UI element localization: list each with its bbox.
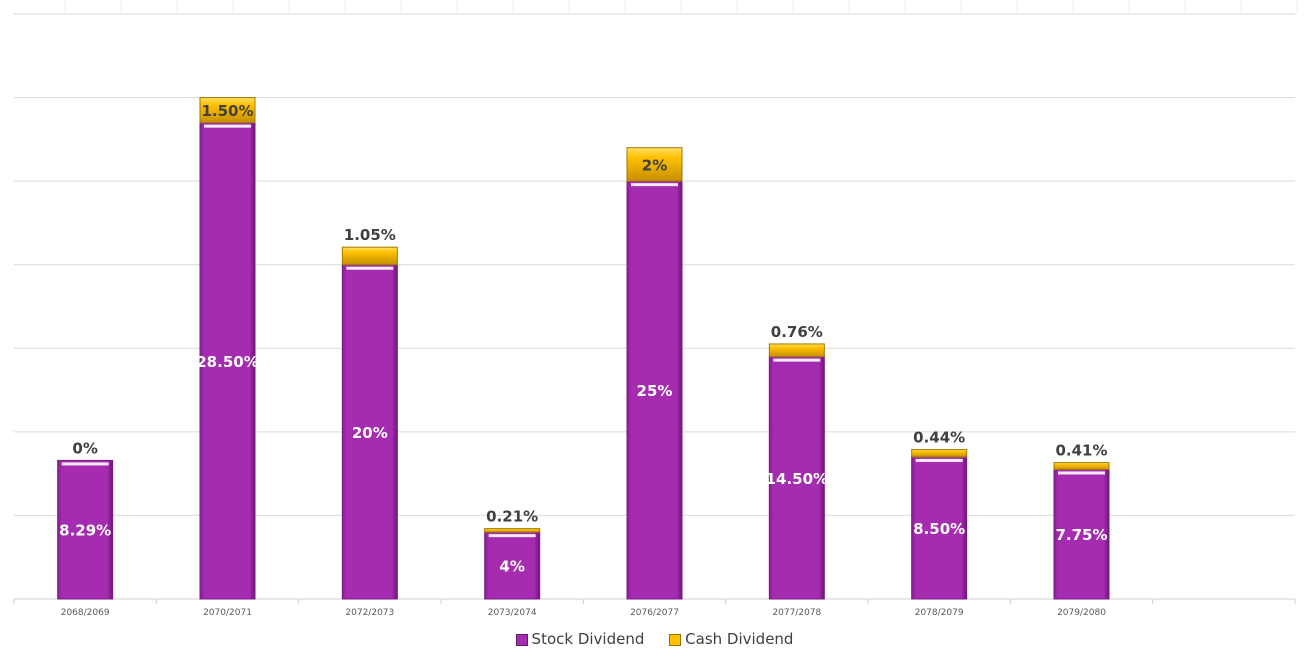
stock-data-label: 28.50% [196, 353, 258, 371]
x-tick-label: 2072/2073 [345, 608, 394, 618]
stock-data-label: 7.75% [1055, 526, 1107, 544]
stock-bar [626, 180, 683, 600]
cash-data-label: 0.21% [486, 508, 538, 526]
cash-data-label: 0.76% [771, 323, 823, 341]
cash-data-label: 1.05% [344, 226, 396, 244]
cash-bar [1053, 462, 1110, 470]
cash-bar [911, 449, 968, 458]
cash-data-label: 2% [642, 156, 667, 174]
stock-bar [768, 356, 825, 600]
cash-data-label: 0.41% [1055, 442, 1107, 460]
cash-data-label: 0.44% [913, 429, 965, 447]
stock-data-label: 14.50% [766, 470, 828, 488]
stock-bar-highlight [204, 124, 251, 128]
stock-data-label: 8.50% [913, 520, 965, 538]
stock-bar [1053, 468, 1110, 600]
x-tick-label: 2076/2077 [630, 608, 679, 618]
x-tick-label: 2070/2071 [203, 608, 252, 618]
cash-bar [626, 147, 683, 182]
x-tick-label: 2068/2069 [61, 608, 110, 618]
stock-bar-highlight [631, 183, 678, 187]
stock-bar-highlight [915, 458, 963, 462]
stock-bar-highlight [488, 534, 536, 538]
stock-bar [341, 264, 398, 600]
x-tick-label: 2077/2078 [772, 608, 821, 618]
stock-data-label: 8.29% [59, 522, 111, 540]
cash-bar [341, 246, 398, 266]
stock-bar [911, 456, 968, 600]
stock-data-label: 4% [499, 558, 524, 576]
stock-bar-highlight [1058, 471, 1105, 475]
x-tick-label: 2078/2079 [915, 608, 964, 618]
stock-bar [199, 122, 256, 600]
stock-data-label: 20% [352, 424, 388, 442]
legend-item-stock: Stock Dividend [515, 630, 645, 648]
legend-swatch-stock [515, 633, 528, 646]
stock-bar-highlight [773, 358, 821, 362]
stock-bar-highlight [346, 266, 394, 270]
legend-label-cash: Cash Dividend [685, 630, 794, 648]
stock-data-label: 25% [637, 382, 673, 400]
legend: Stock Dividend Cash Dividend [0, 630, 1309, 648]
cash-data-label: 1.50% [201, 102, 253, 120]
stock-bar-highlight [61, 462, 109, 466]
cash-bar [484, 528, 541, 533]
stock-bar [484, 531, 541, 600]
x-tick-label: 2079/2080 [1057, 608, 1106, 618]
stock-bar [57, 459, 114, 600]
legend-item-cash: Cash Dividend [669, 630, 793, 648]
cash-bar [199, 97, 256, 124]
cash-data-label: 0% [72, 439, 97, 457]
legend-label-stock: Stock Dividend [531, 630, 645, 648]
legend-swatch-cash [669, 633, 682, 646]
cash-bar [768, 343, 825, 358]
x-tick-label: 2073/2074 [488, 608, 537, 618]
